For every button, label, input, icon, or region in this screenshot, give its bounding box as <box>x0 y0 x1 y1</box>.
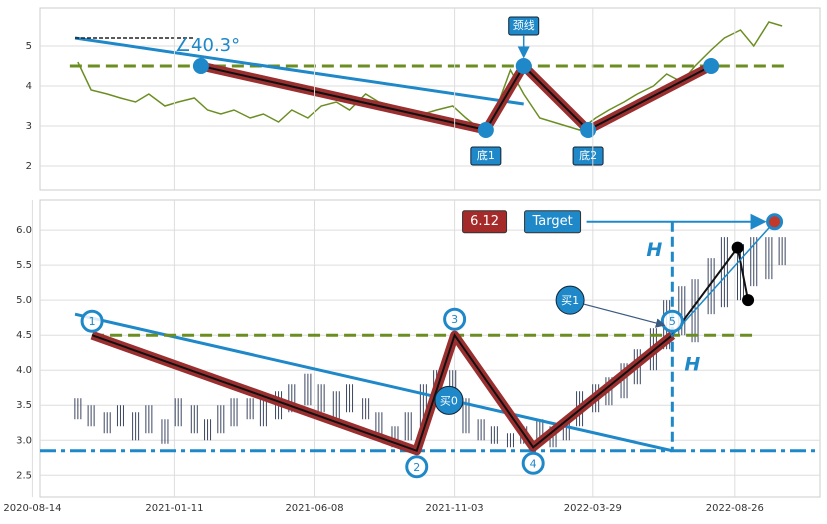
y-tick-label: 4 <box>26 81 32 92</box>
x-tick-label: 2021-06-08 <box>285 503 343 514</box>
x-tick-label: 2022-08-26 <box>706 503 764 514</box>
pattern-point <box>521 451 545 475</box>
height-label: H <box>684 354 700 376</box>
target-label: Target <box>531 214 572 229</box>
pattern-point <box>477 122 494 138</box>
point-label: 颈线 <box>513 18 535 32</box>
y-tick-label: 5.5 <box>16 260 32 271</box>
y-tick-label: 5.0 <box>16 295 32 306</box>
buy-label: 买0 <box>440 394 458 407</box>
height-label: H <box>646 239 662 261</box>
x-tick-label: 2020-08-14 <box>3 503 61 514</box>
point-label: 1 <box>89 315 96 328</box>
point-label: 底2 <box>579 148 597 162</box>
y-tick-label: 3 <box>26 121 32 132</box>
pattern-point <box>405 455 429 479</box>
buy-label: 买1 <box>561 294 579 307</box>
target-point <box>766 213 784 231</box>
y-tick-label: 2 <box>26 161 32 172</box>
pattern-point <box>580 122 597 138</box>
target-path <box>671 221 776 336</box>
pattern-point <box>515 58 532 74</box>
y-tick-label: 5 <box>26 41 32 52</box>
pattern-point <box>443 307 467 331</box>
pattern-point <box>192 58 209 74</box>
buy-arrow <box>583 303 666 328</box>
y-tick-label: 4.0 <box>16 365 32 376</box>
label-box <box>470 146 502 166</box>
x-tick-label: 2021-01-11 <box>145 503 203 514</box>
target-box <box>524 210 582 234</box>
y-tick-label: 6.0 <box>16 225 32 236</box>
point-label: 2 <box>413 461 420 474</box>
pattern-point <box>80 309 104 333</box>
target-value: 6.12 <box>470 214 499 229</box>
retest-point <box>731 241 744 254</box>
bottom-panel <box>39 199 821 498</box>
trendline <box>74 36 524 106</box>
point-label: 4 <box>530 457 537 470</box>
label-box <box>572 146 604 166</box>
y-tick-label: 3.5 <box>16 400 32 411</box>
x-tick-label: 2021-11-03 <box>426 503 484 514</box>
y-tick-label: 4.5 <box>16 330 32 341</box>
point-label: 3 <box>451 313 458 326</box>
x-tick-label: 2022-03-29 <box>564 503 622 514</box>
pattern-point <box>703 58 720 74</box>
y-tick-label: 2.5 <box>16 470 32 481</box>
pattern-line <box>91 332 673 453</box>
point-label: 底1 <box>477 148 495 162</box>
point-label: 5 <box>669 315 676 328</box>
trendline <box>74 312 673 453</box>
price-line <box>77 21 783 132</box>
angle-label: ∠40.3° <box>175 35 240 56</box>
buy-signal <box>434 385 464 415</box>
retest-point <box>742 294 755 307</box>
y-tick-label: 3.0 <box>16 435 32 446</box>
buy-signal <box>555 285 585 315</box>
value-box <box>462 210 508 234</box>
top-panel <box>39 7 821 191</box>
